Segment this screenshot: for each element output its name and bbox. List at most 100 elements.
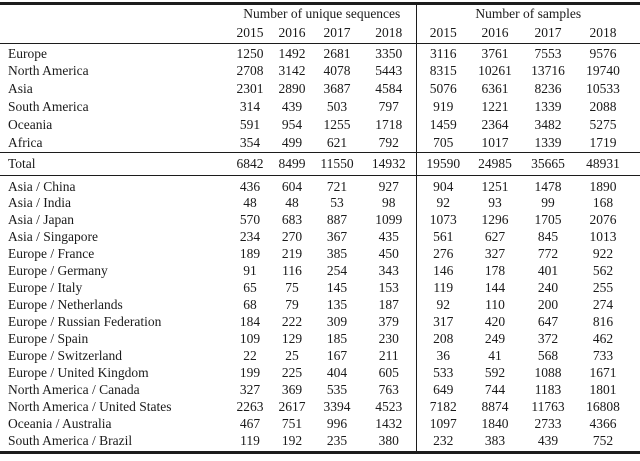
cell-value: 1255 <box>323 117 351 132</box>
cell-value: 627 <box>484 229 506 244</box>
cell-value: 234 <box>239 229 261 244</box>
cell-value: 153 <box>378 280 399 295</box>
cell-value: 8315 <box>415 62 471 80</box>
cell-value: 649 <box>415 381 471 399</box>
cell-value: 705 <box>415 134 471 153</box>
cell-value: 570 <box>239 212 261 227</box>
cell-value: 235 <box>326 432 348 448</box>
cell-value: 53 <box>330 195 344 210</box>
row-label: Asia <box>8 81 33 96</box>
cell-value: 8236 <box>534 81 562 96</box>
cell-value: 1492 <box>278 46 306 61</box>
table-row: Europe / Spain 109 129 185 230 208 249 372 462 <box>0 330 640 348</box>
cell-value: 36 <box>415 347 471 365</box>
cell-value: 2263 <box>236 399 264 414</box>
region-country-detail-body: Asia / China 436 604 721 927 904 1251 1478 1890 A… <box>0 175 640 452</box>
cell-value: 3761 <box>481 46 509 61</box>
table-row: Oceania 591 954 1255 1718 1459 2364 3482 5275 <box>0 116 640 134</box>
row-label: North America / Canada <box>8 382 140 397</box>
cell-value: 79 <box>285 297 299 312</box>
cell-value: 5443 <box>375 63 403 78</box>
year-header: 2017 <box>312 23 362 44</box>
cell-value: 1478 <box>534 178 562 194</box>
cell-value: 10533 <box>586 81 620 96</box>
cell-value: 6842 <box>228 152 272 176</box>
row-label: Europe / Russian Federation <box>8 314 162 329</box>
cell-value: 4078 <box>323 63 351 78</box>
cell-value: 185 <box>326 331 348 346</box>
cell-value: 68 <box>243 297 257 312</box>
row-label: Europe / Germany <box>8 263 108 278</box>
cell-value: 533 <box>415 364 471 382</box>
cell-value: 683 <box>281 212 303 227</box>
cell-value: 35665 <box>520 152 577 176</box>
cell-value: 19590 <box>415 152 471 176</box>
cell-value: 145 <box>326 280 348 295</box>
cell-value: 1250 <box>236 46 264 61</box>
cell-value: 232 <box>415 432 471 452</box>
cell-value: 5275 <box>589 117 617 132</box>
table-row: Europe / Italy 65 75 145 153 119 144 240 255 <box>0 279 640 297</box>
cell-value: 772 <box>537 246 559 261</box>
cell-value: 11550 <box>312 152 362 176</box>
year-header: 2018 <box>576 23 640 44</box>
cell-value: 254 <box>326 263 348 278</box>
cell-value: 48 <box>285 195 299 210</box>
cell-value: 230 <box>378 331 399 346</box>
cell-value: 2617 <box>278 399 306 414</box>
year-header: 2018 <box>362 23 417 44</box>
cell-value: 2088 <box>589 99 617 114</box>
cell-value: 1705 <box>534 212 562 227</box>
cell-value: 270 <box>281 229 303 244</box>
cell-value: 372 <box>537 331 559 346</box>
cell-value: 240 <box>537 280 559 295</box>
cell-value: 439 <box>537 432 559 448</box>
cell-value: 276 <box>415 245 471 263</box>
cell-value: 816 <box>592 314 614 329</box>
cell-value: 436 <box>239 178 261 194</box>
cell-value: 721 <box>326 178 348 194</box>
cell-value: 1719 <box>576 134 640 153</box>
table-row: North America / United States 2263 2617 339… <box>0 398 640 416</box>
row-label: Asia / Japan <box>8 212 74 227</box>
table-row: Oceania / Australia 467 751 996 1432 1097 1840… <box>0 415 640 433</box>
cell-value: 568 <box>537 348 559 363</box>
corner-cell <box>0 4 228 24</box>
cell-value: 135 <box>326 297 348 312</box>
table-row: Europe 1250 1492 2681 3350 3116 3761 7553 9576 <box>0 43 640 62</box>
year-header-row: 2015 2016 2017 2018 2015 2016 2017 2018 <box>0 23 640 44</box>
cell-value: 535 <box>326 382 348 397</box>
table-row: Asia / China 436 604 721 927 904 1251 1478 1890 <box>0 175 640 195</box>
cell-value: 219 <box>281 246 303 261</box>
table-row: Europe / France 189 219 385 450 276 327 772 922 <box>0 245 640 263</box>
cell-value: 167 <box>326 348 348 363</box>
cell-value: 93 <box>488 195 502 210</box>
cell-value: 379 <box>378 314 399 329</box>
cell-value: 591 <box>239 117 261 132</box>
year-header: 2017 <box>520 23 577 44</box>
cell-value: 354 <box>228 134 272 153</box>
table-row: Total 6842 8499 11550 14932 19590 24985 35665 48… <box>0 152 640 176</box>
year-header: 2016 <box>470 23 521 44</box>
cell-value: 225 <box>281 365 303 380</box>
row-label: Europe / France <box>8 246 95 261</box>
cell-value: 255 <box>592 280 614 295</box>
group-header-unique-sequences: Number of unique sequences <box>243 6 401 22</box>
cell-value: 1432 <box>375 416 403 431</box>
cell-value: 2301 <box>236 81 264 96</box>
cell-value: 380 <box>378 432 399 448</box>
cell-value: 119 <box>240 432 260 448</box>
row-label: Europe <box>8 46 47 61</box>
cell-value: 200 <box>537 297 559 312</box>
cell-value: 11763 <box>531 399 565 414</box>
cell-value: 192 <box>281 432 303 448</box>
row-label: Total <box>0 152 228 176</box>
year-header: 2016 <box>272 23 312 44</box>
cell-value: 222 <box>281 314 303 329</box>
cell-value: 4523 <box>375 399 403 414</box>
cell-value: 604 <box>281 178 303 194</box>
cell-value: 184 <box>239 314 261 329</box>
cell-value: 3116 <box>415 43 471 62</box>
cell-value: 752 <box>592 432 614 448</box>
cell-value: 48931 <box>576 152 640 176</box>
